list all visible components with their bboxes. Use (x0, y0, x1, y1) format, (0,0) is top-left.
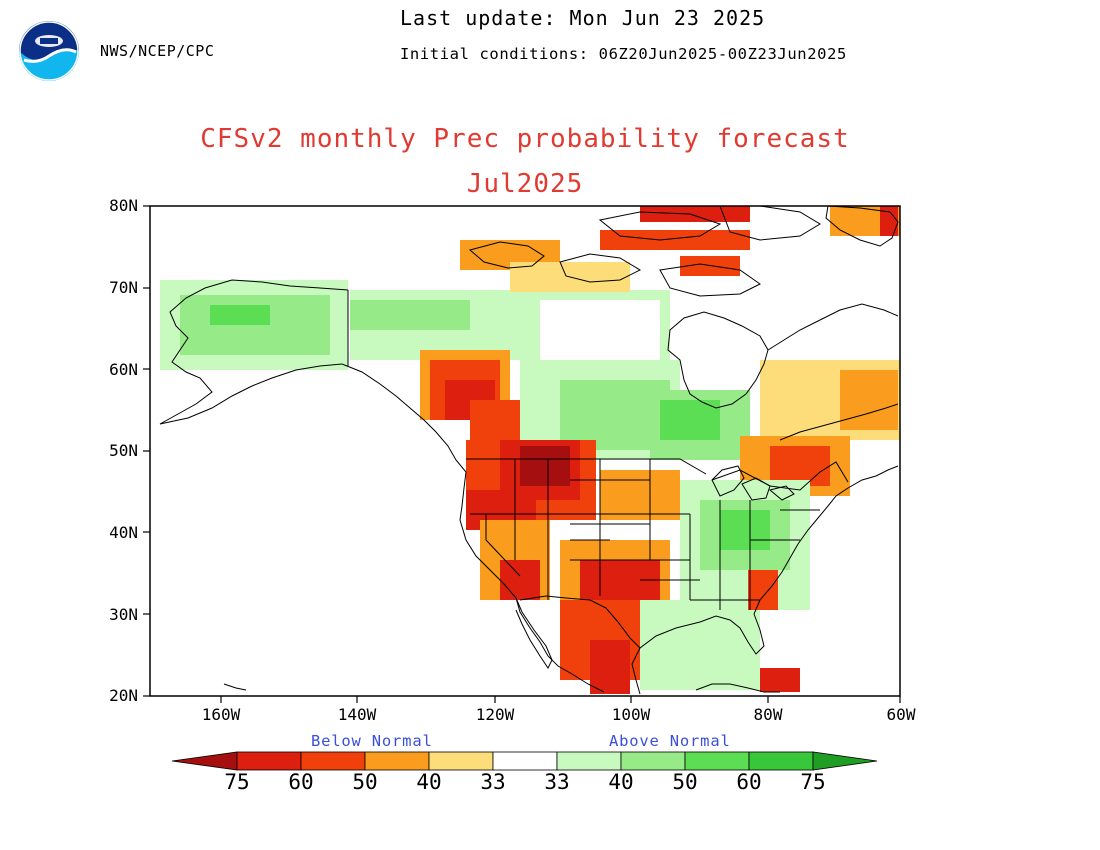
lon-label: 80W (753, 705, 783, 724)
legend-value: 75 (224, 770, 250, 794)
legend-value: 33 (480, 770, 506, 794)
probability-cell (350, 300, 470, 330)
probability-cell (540, 300, 660, 360)
legend-value: 40 (608, 770, 634, 794)
last-update-text: Last update: Mon Jun 23 2025 (400, 6, 766, 30)
initial-conditions-text: Initial conditions: 06Z20Jun2025-00Z23Ju… (400, 45, 847, 63)
legend-swatch (492, 751, 558, 771)
noaa-logo (19, 21, 79, 81)
political-borders (347, 290, 849, 649)
probability-cell (520, 446, 570, 486)
lat-label: 50N (109, 441, 138, 460)
legend-value: 50 (352, 770, 378, 794)
probability-cell (770, 446, 830, 486)
legend-swatch (428, 751, 494, 771)
legend-swatch (364, 751, 430, 771)
probability-cell (720, 510, 770, 550)
axis-ticks (143, 205, 901, 703)
probability-cell (640, 600, 760, 690)
legend-swatch (684, 751, 750, 771)
lat-label: 30N (109, 605, 138, 624)
probability-cell (748, 570, 778, 610)
legend-value: 75 (800, 770, 826, 794)
legend-value: 60 (736, 770, 762, 794)
legend-value: 40 (416, 770, 442, 794)
probability-cell (500, 560, 540, 600)
lon-label: 100W (611, 705, 651, 724)
probability-cell (640, 206, 750, 222)
coastlines (159, 205, 899, 695)
lon-label: 60W (886, 705, 916, 724)
legend-value: 50 (672, 770, 698, 794)
probability-cell (600, 470, 680, 520)
agency-label: NWS/NCEP/CPC (100, 42, 215, 60)
probability-cell (880, 206, 898, 236)
chart-subtitle: Jul2025 (466, 169, 584, 199)
above-normal-caption: Above Normal (609, 732, 731, 750)
lon-label: 120W (475, 705, 515, 724)
probability-cell (840, 370, 898, 430)
probability-cell (195, 325, 275, 355)
legend-swatch (556, 751, 622, 771)
lat-label: 20N (109, 686, 138, 705)
below-normal-caption: Below Normal (311, 732, 433, 750)
lon-label: 160W (201, 705, 241, 724)
lat-label: 70N (109, 278, 138, 297)
probability-cell (760, 668, 800, 692)
legend-swatch (748, 751, 814, 771)
legend-arrow-above (812, 751, 878, 771)
legend-swatch (236, 751, 302, 771)
lat-label: 60N (109, 360, 138, 379)
legend-arrow-below (171, 751, 238, 771)
legend-swatch (620, 751, 686, 771)
probability-cell (600, 230, 750, 250)
legend-swatch (300, 751, 366, 771)
chart-title: CFSv2 monthly Prec probability forecast (200, 124, 850, 154)
lat-label: 80N (109, 196, 138, 215)
lat-label: 40N (109, 523, 138, 542)
legend-value: 33 (544, 770, 570, 794)
lon-label: 140W (337, 705, 377, 724)
probability-cell (660, 400, 720, 440)
legend-value: 60 (288, 770, 314, 794)
